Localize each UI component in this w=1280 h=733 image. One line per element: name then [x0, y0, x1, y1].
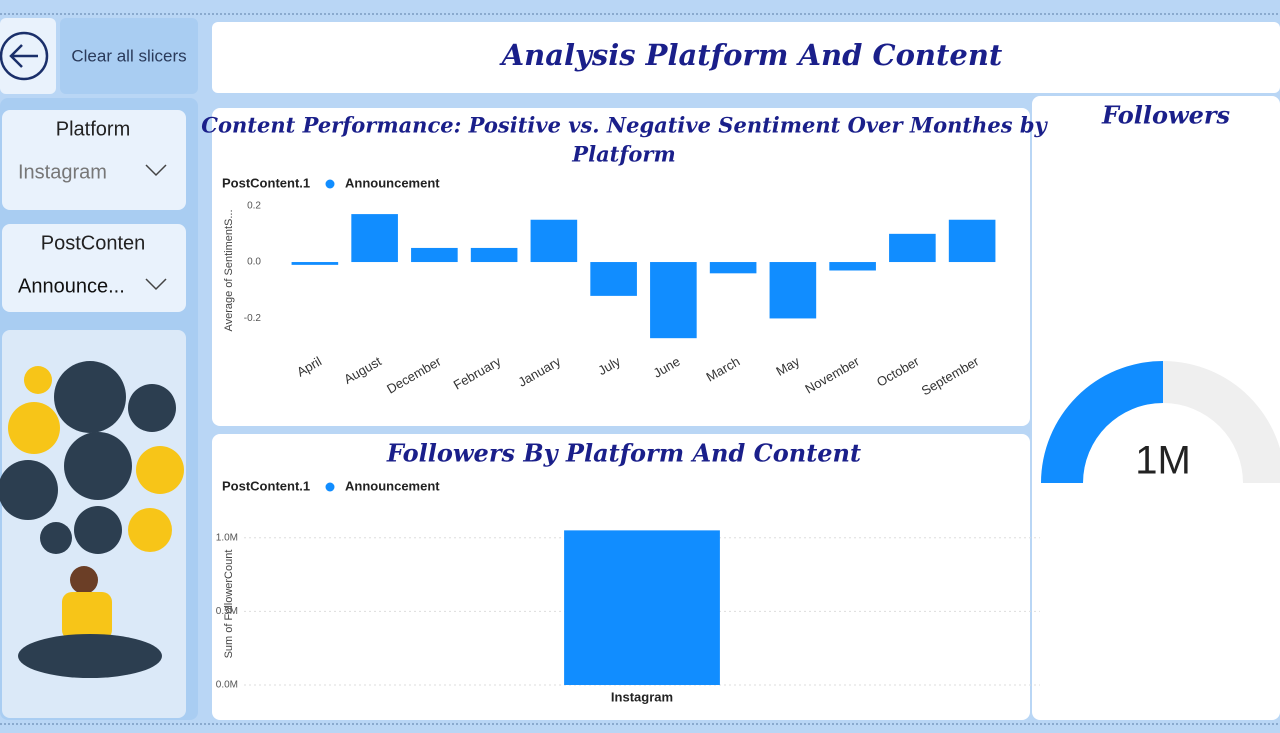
bar [889, 233, 936, 263]
slicer-label: Platform [56, 118, 130, 140]
back-arrow [9, 44, 38, 68]
back-button[interactable] [0, 18, 56, 94]
illustration [0, 330, 186, 718]
person-head [70, 566, 98, 594]
chevron [145, 278, 167, 291]
title-panel [212, 22, 1280, 93]
slicer-value: Instagram [18, 161, 107, 183]
bar [291, 262, 339, 265]
clear-button[interactable]: Clear all slicers [60, 18, 198, 94]
bar [650, 262, 697, 339]
legend-label: Announcement [345, 478, 440, 493]
bar [948, 219, 996, 263]
button-bg [60, 18, 198, 94]
chevron [145, 164, 167, 177]
bar [351, 214, 398, 263]
icon [128, 384, 176, 432]
icon [40, 522, 72, 554]
bar [530, 219, 578, 263]
icon [24, 366, 52, 394]
chart-title: Content Performance: Positive vs. Negati… [201, 113, 1048, 138]
slicer[interactable]: Platform Instagram [2, 110, 186, 210]
icon [8, 402, 60, 454]
y-tick-label: 0.0M [216, 680, 238, 691]
y-tick-label: 0.2 [247, 200, 261, 211]
button-label: Clear all slicers [71, 46, 186, 65]
back-icon [0, 31, 49, 81]
chart-title: Platform [571, 142, 675, 167]
card-title: Followers [1101, 101, 1231, 130]
gauge-value: 1M [1135, 439, 1191, 483]
legend-title: PostContent.1 [222, 478, 310, 493]
slicer-bg [2, 224, 186, 312]
card-panel [1032, 96, 1280, 720]
legend-title: PostContent.1 [222, 175, 310, 190]
icon [54, 361, 126, 433]
y-tick-label: 0.0 [247, 257, 261, 268]
legend-label: Announcement [345, 175, 440, 190]
person-legs [18, 634, 162, 678]
bar [769, 262, 817, 319]
legend-swatch [325, 179, 335, 189]
bar [411, 247, 458, 263]
icon [136, 446, 184, 494]
y-tick-label: 1.0M [216, 532, 238, 543]
bar [590, 262, 637, 296]
bar [564, 530, 720, 685]
chart-title: Followers By Platform And Content [386, 439, 861, 468]
page-title: Analysis Platform And Content [499, 38, 1003, 72]
y-axis-label: Average of SentimentS... [223, 209, 235, 331]
slicer[interactable]: PostConten Announce... [2, 224, 186, 312]
x-tick-label: Instagram [611, 689, 673, 704]
person-body [62, 592, 112, 640]
gauge-fill [1041, 361, 1163, 483]
slicer-bg [2, 110, 186, 210]
icon [128, 508, 172, 552]
legend-swatch [325, 482, 335, 492]
icon [74, 506, 122, 554]
slicer-label: PostConten [41, 232, 146, 254]
icon [0, 460, 58, 520]
bar [709, 262, 757, 274]
bar [470, 247, 518, 263]
slicer-value: Announce... [18, 275, 125, 297]
bar [829, 262, 876, 271]
y-axis-label: Sum of FollowerCount [223, 550, 235, 659]
y-tick-label: -0.2 [244, 313, 262, 324]
icon [64, 432, 132, 500]
y-tick-label: 0.5M [216, 606, 238, 617]
